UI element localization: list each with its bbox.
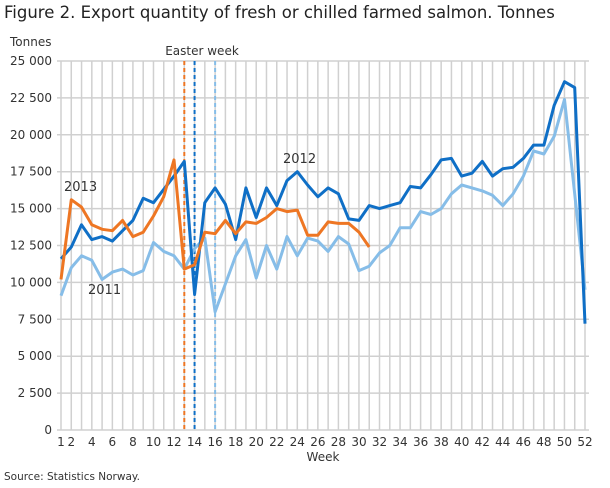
x-tick-label: 34: [392, 435, 407, 449]
x-tick-label: 36: [413, 435, 428, 449]
series-label-2011: 2011: [88, 283, 121, 298]
x-tick-label: 26: [310, 435, 325, 449]
y-axis-label: Tonnes: [9, 35, 51, 49]
series-line-2012: [59, 80, 587, 324]
x-tick-label: 50: [557, 435, 572, 449]
x-tick-label: 2: [67, 435, 75, 449]
x-tick-label: 18: [228, 435, 243, 449]
y-tick-label: 7 500: [18, 312, 52, 326]
x-tick-label: 30: [351, 435, 366, 449]
y-tick-label: 0: [44, 423, 52, 437]
series-label-2012: 2012: [283, 152, 316, 167]
x-tick-label: 14: [187, 435, 202, 449]
y-tick-label: 15 000: [10, 202, 52, 216]
x-tick-label: 24: [290, 435, 305, 449]
x-tick-label: 12: [166, 435, 181, 449]
x-tick-label: 40: [454, 435, 469, 449]
series-line-2011: [59, 97, 587, 314]
x-tick-label: 1: [57, 435, 65, 449]
x-tick-label: 22: [269, 435, 284, 449]
x-tick-label: 20: [249, 435, 264, 449]
x-tick-label: 8: [129, 435, 137, 449]
y-tick-label: 2 500: [18, 386, 52, 400]
easter-week-annotation: Easter week: [165, 44, 239, 58]
y-tick-label: 17 500: [10, 165, 52, 179]
y-tick-label: 5 000: [18, 349, 52, 363]
x-tick-label: 28: [331, 435, 346, 449]
y-tick-label: 22 500: [10, 91, 52, 105]
x-tick-label: 4: [88, 435, 96, 449]
y-tick-label: 12 500: [10, 239, 52, 253]
x-axis-label: Week: [307, 450, 340, 464]
x-tick-label: 10: [146, 435, 161, 449]
y-tick-label: 25 000: [10, 54, 52, 68]
source-note: Source: Statistics Norway.: [4, 471, 140, 483]
x-tick-label: 42: [475, 435, 490, 449]
x-tick-label: 16: [207, 435, 222, 449]
series-label-2013: 2013: [64, 180, 97, 195]
y-tick-label: 20 000: [10, 128, 52, 142]
x-tick-label: 32: [372, 435, 387, 449]
series-line-2013: [59, 158, 371, 280]
x-tick-label: 46: [516, 435, 531, 449]
x-tick-label: 52: [577, 435, 592, 449]
x-tick-label: 38: [434, 435, 449, 449]
x-tick-label: 44: [495, 435, 510, 449]
chart-title: Figure 2. Export quantity of fresh or ch…: [4, 3, 555, 22]
x-tick-label: 48: [536, 435, 551, 449]
y-tick-label: 10 000: [10, 275, 52, 289]
x-tick-label: 6: [109, 435, 117, 449]
